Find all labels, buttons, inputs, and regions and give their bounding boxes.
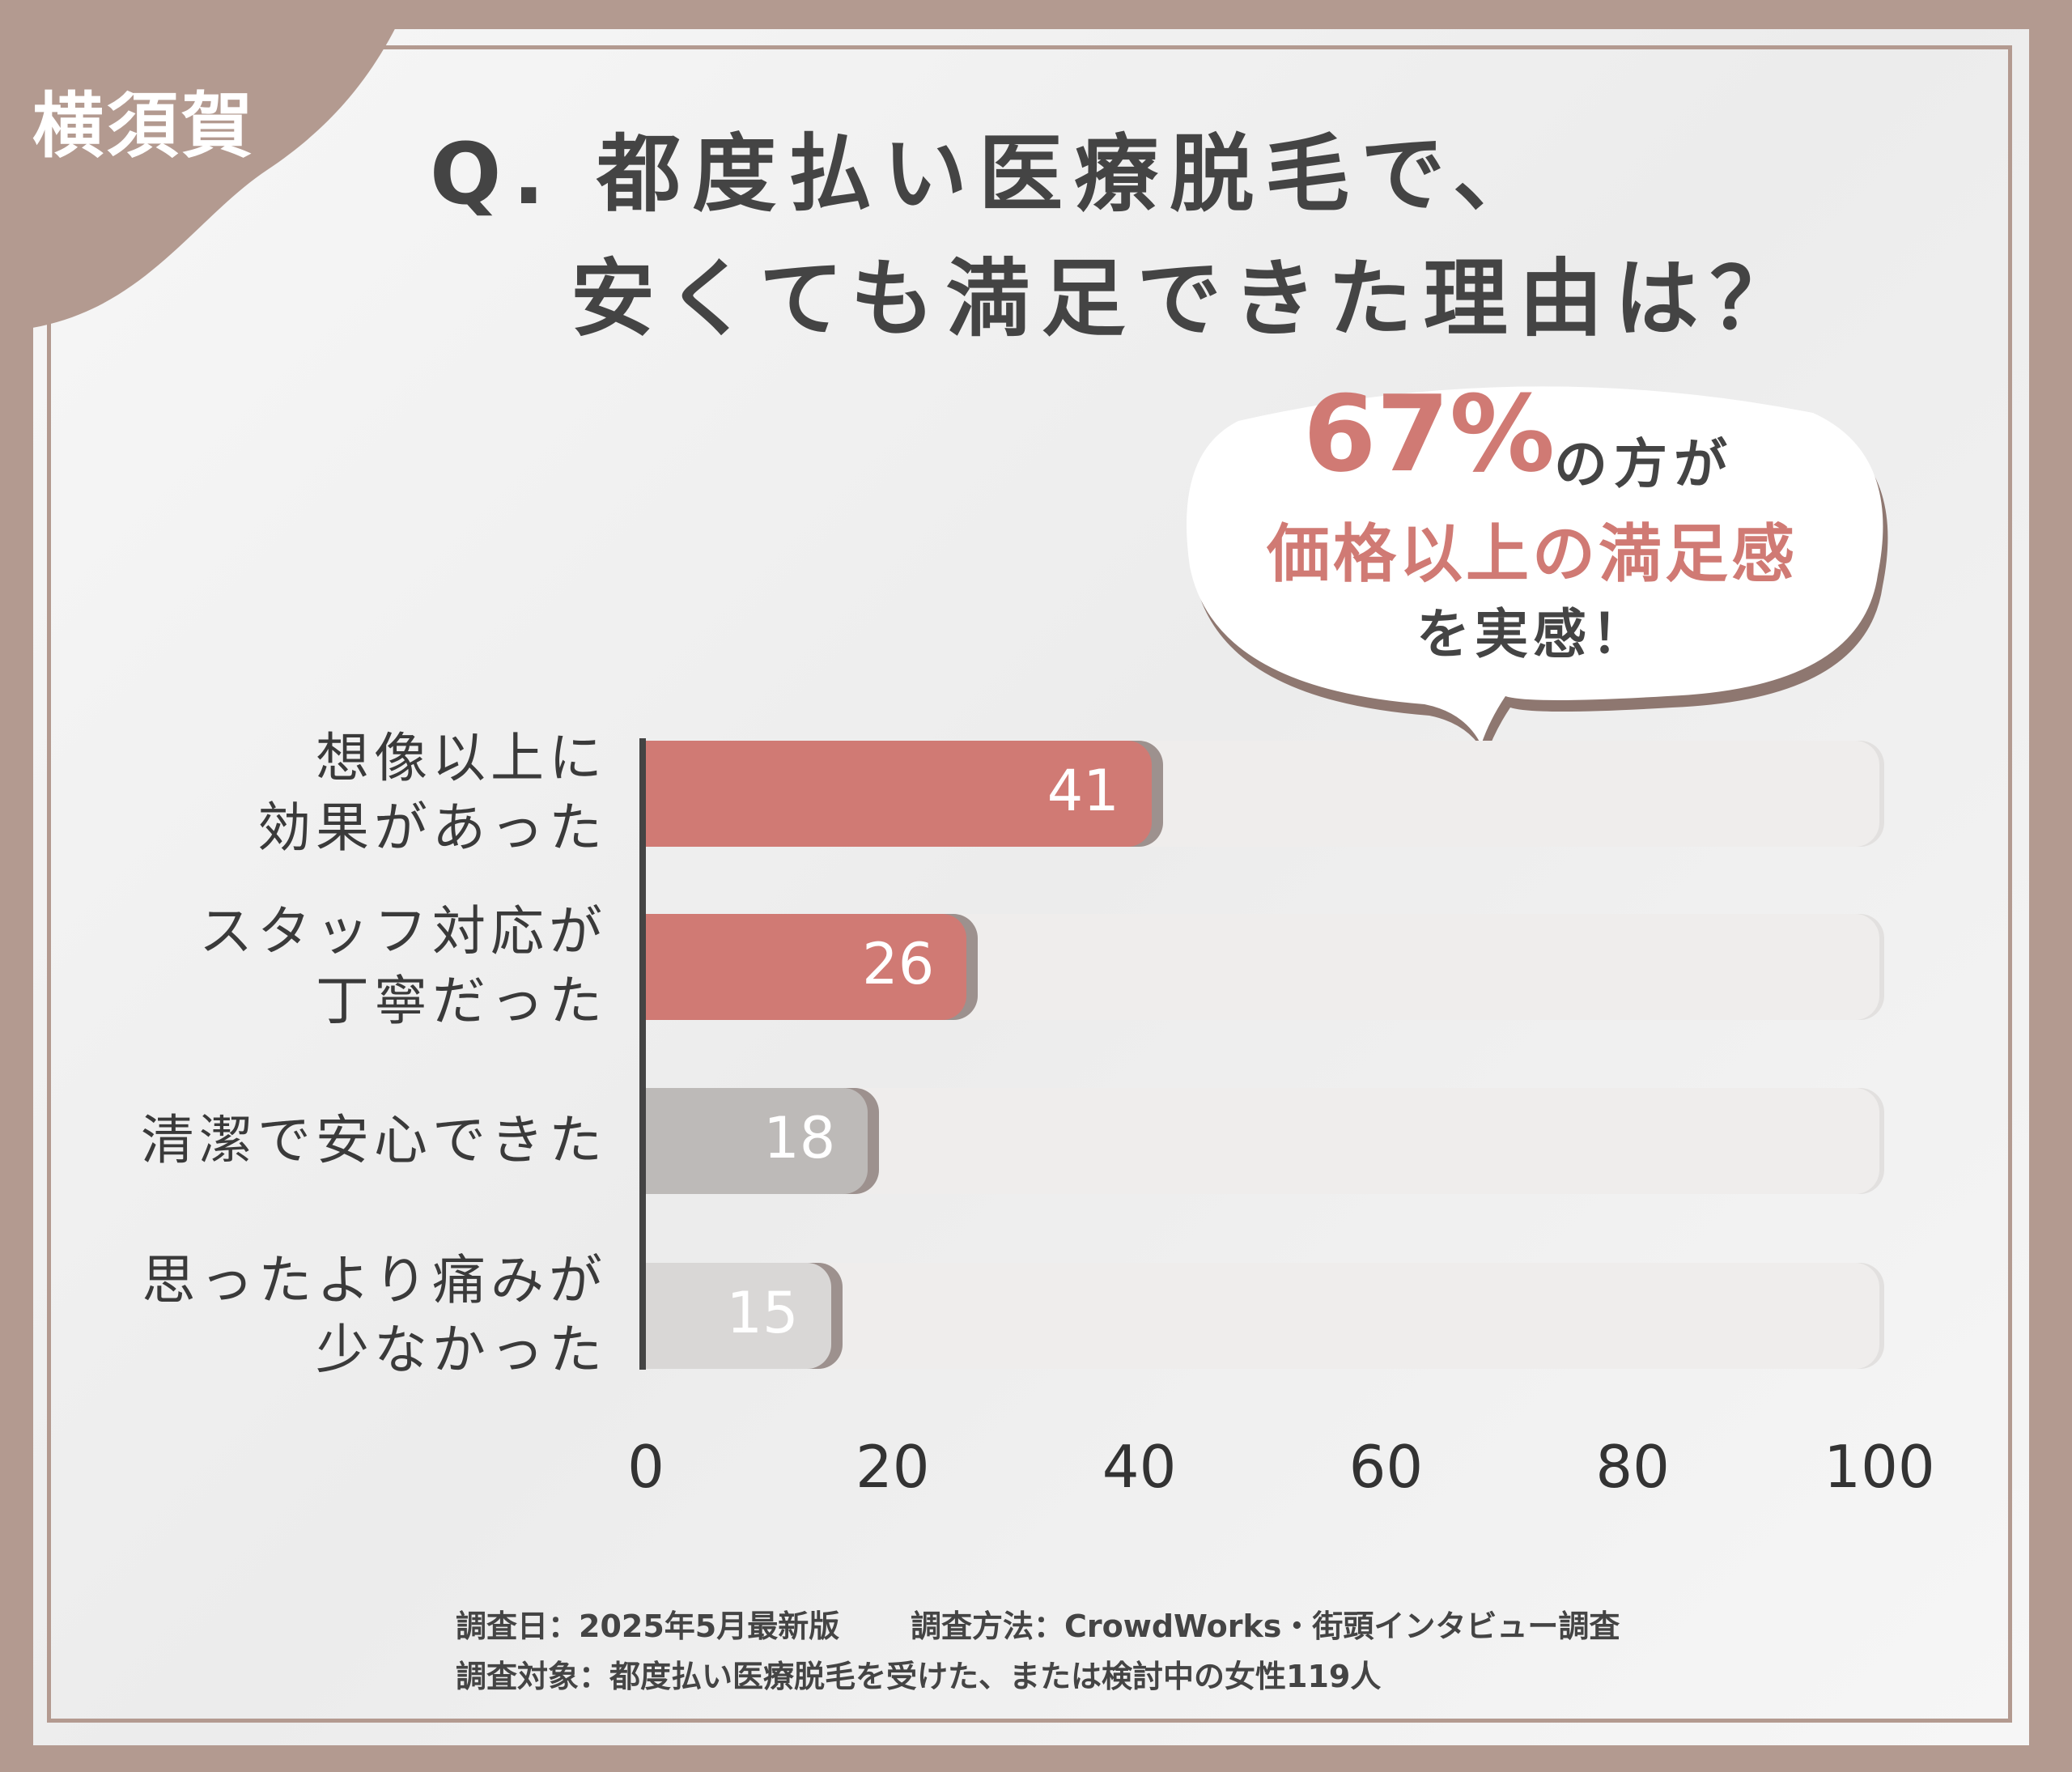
callout-bubble <box>1187 386 1888 816</box>
category-label: 思ったより痛みが 少なかった <box>142 1249 607 1381</box>
callout-text: の方が <box>1554 433 1734 495</box>
x-tick-label: 40 <box>1102 1433 1177 1501</box>
x-tick-label: 20 <box>855 1433 930 1501</box>
category-label: 清潔で安心できた <box>141 1109 607 1171</box>
bar <box>646 1262 831 1369</box>
frame <box>33 29 2029 1745</box>
tag-shape <box>0 0 409 332</box>
bar-track <box>646 1262 1879 1369</box>
x-tick-label: 60 <box>1348 1433 1424 1501</box>
tag: 横須賀 <box>32 84 257 168</box>
category-label: 想像以上に 効果があった <box>257 727 607 859</box>
frame-border <box>47 45 2012 1723</box>
footnote: 調査対象：都度払い医療脱毛を受けた、または検討中の女性119人 <box>456 1659 1382 1694</box>
bar <box>646 913 967 1020</box>
x-tick-label: 100 <box>1824 1433 1935 1501</box>
callout-text: を実感！ <box>1416 603 1650 665</box>
value-label: 26 <box>862 931 935 997</box>
callout-text: 価格以上の満足感 <box>1267 518 1798 591</box>
title-line: Q. 都度払い医療脱毛で、 <box>430 125 1548 223</box>
value-label: 41 <box>1047 758 1119 824</box>
axis-line <box>639 738 646 1370</box>
value-label: 15 <box>726 1280 799 1346</box>
footnote: 調査日：2025年5月最新版 <box>456 1608 840 1644</box>
value-label: 18 <box>763 1105 836 1171</box>
x-tick-label: 0 <box>627 1433 664 1501</box>
bar <box>646 1087 868 1194</box>
title-line: 安くても満足できた理由は？ <box>571 249 1806 348</box>
footnote: 調査方法：CrowdWorks・街頭インタビュー調査 <box>911 1608 1620 1644</box>
category-label: スタッフ対応が 丁寧だった <box>199 900 607 1032</box>
callout-highlight: 67% <box>1303 372 1556 495</box>
x-tick-label: 80 <box>1595 1433 1670 1501</box>
bar <box>646 740 1152 847</box>
